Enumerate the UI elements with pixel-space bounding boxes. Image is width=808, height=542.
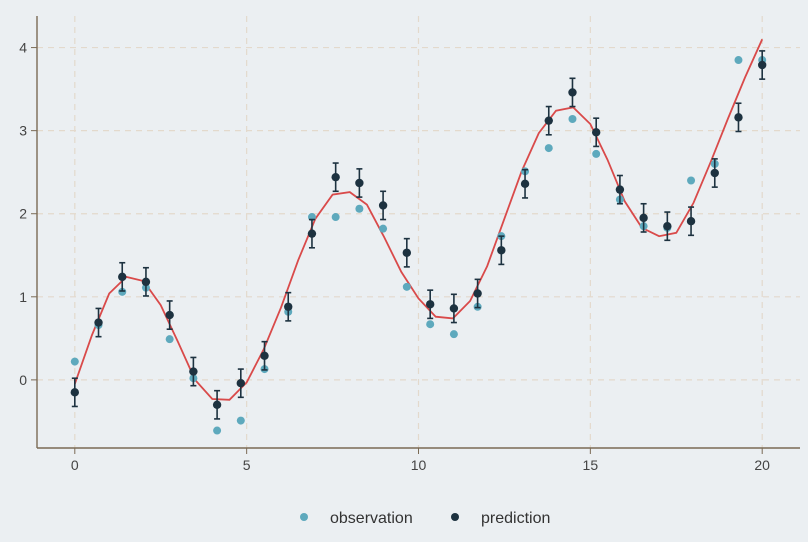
axes xyxy=(31,16,800,454)
y-tick-label: 0 xyxy=(19,372,27,388)
observation-point xyxy=(331,213,340,222)
prediction-point xyxy=(189,356,198,387)
prediction-marker xyxy=(639,213,648,223)
prediction-marker xyxy=(284,302,293,311)
prediction-point xyxy=(141,266,151,297)
legend-marker-prediction xyxy=(451,513,459,521)
prediction-marker xyxy=(189,367,198,376)
x-tick-label: 15 xyxy=(583,457,599,473)
prediction-marker xyxy=(473,289,482,298)
prediction-point xyxy=(520,168,530,199)
prediction-layer xyxy=(70,50,767,420)
prediction-marker xyxy=(236,379,246,388)
prediction-point xyxy=(425,289,435,320)
prediction-marker xyxy=(497,246,506,255)
observation-point xyxy=(70,357,79,366)
observation-point xyxy=(379,224,388,233)
prediction-point xyxy=(94,307,103,338)
prediction-marker xyxy=(449,304,459,313)
prediction-marker xyxy=(615,185,625,194)
observation-point xyxy=(449,330,458,339)
prediction-marker xyxy=(355,178,364,188)
prediction-marker xyxy=(757,60,767,70)
observation-point xyxy=(355,204,364,213)
x-tick-label: 0 xyxy=(71,457,79,473)
prediction-marker xyxy=(710,168,719,178)
legend: observation prediction xyxy=(300,510,550,527)
legend-marker-observation xyxy=(300,513,308,521)
observation-point xyxy=(592,149,601,158)
prediction-marker xyxy=(141,277,151,287)
prediction-point xyxy=(449,293,459,324)
x-tick-label: 20 xyxy=(754,457,770,473)
prediction-point xyxy=(615,174,625,205)
prediction-point xyxy=(497,235,506,266)
observation-point xyxy=(165,335,174,344)
x-tick-label: 10 xyxy=(411,457,427,473)
observation-point xyxy=(568,115,577,124)
prediction-marker xyxy=(734,113,743,122)
prediction-marker xyxy=(307,229,317,238)
prediction-point xyxy=(402,237,412,268)
prediction-point xyxy=(118,261,127,292)
curve-layer xyxy=(73,38,764,401)
observation-point xyxy=(734,56,743,65)
prediction-point xyxy=(284,291,293,322)
prediction-point xyxy=(165,300,174,331)
prediction-point xyxy=(591,117,601,148)
prediction-point xyxy=(757,50,767,80)
prediction-point xyxy=(236,368,246,399)
observation-point xyxy=(687,176,696,185)
prediction-point xyxy=(378,190,388,221)
y-tick-label: 2 xyxy=(19,206,27,222)
prediction-point xyxy=(355,168,364,198)
observation-point xyxy=(402,282,411,291)
observation-point xyxy=(236,416,245,425)
prediction-marker xyxy=(378,201,388,210)
prediction-point xyxy=(734,102,743,133)
prediction-marker xyxy=(591,128,601,137)
prediction-point xyxy=(710,158,719,188)
prediction-marker xyxy=(94,318,103,327)
prediction-marker xyxy=(260,351,269,360)
prediction-point xyxy=(307,218,317,249)
prediction-marker xyxy=(165,310,174,320)
y-tick-label: 4 xyxy=(19,40,27,56)
prediction-point xyxy=(639,202,648,233)
y-tick-label: 1 xyxy=(19,289,27,305)
prediction-marker xyxy=(663,221,672,231)
grid xyxy=(37,16,800,448)
prediction-point xyxy=(260,340,269,371)
prediction-point xyxy=(473,278,482,309)
fit-curve xyxy=(73,38,764,401)
tick-labels: 0 5 10 15 20 0 1 2 3 4 xyxy=(19,40,770,473)
prediction-point xyxy=(212,389,222,420)
prediction-marker xyxy=(118,272,127,282)
prediction-marker xyxy=(212,400,222,409)
prediction-marker xyxy=(520,179,530,189)
prediction-marker xyxy=(70,388,80,397)
observation-point xyxy=(544,144,553,153)
observation-point xyxy=(426,320,435,329)
prediction-point xyxy=(663,211,672,242)
prediction-point xyxy=(686,206,696,237)
observation-point xyxy=(118,287,127,296)
x-tick-label: 5 xyxy=(243,457,251,473)
prediction-marker xyxy=(686,217,696,226)
prediction-point xyxy=(544,105,553,136)
prediction-point xyxy=(70,377,80,408)
prediction-marker xyxy=(425,300,435,309)
prediction-marker xyxy=(331,172,340,182)
y-tick-label: 3 xyxy=(19,123,27,139)
legend-label-observation: observation xyxy=(330,510,413,527)
prediction-marker xyxy=(544,116,553,125)
legend-label-prediction: prediction xyxy=(481,510,550,527)
prediction-marker xyxy=(568,88,577,97)
observation-point xyxy=(213,426,222,435)
prediction-marker xyxy=(402,248,412,257)
prediction-point xyxy=(568,77,577,108)
prediction-point xyxy=(331,162,340,193)
